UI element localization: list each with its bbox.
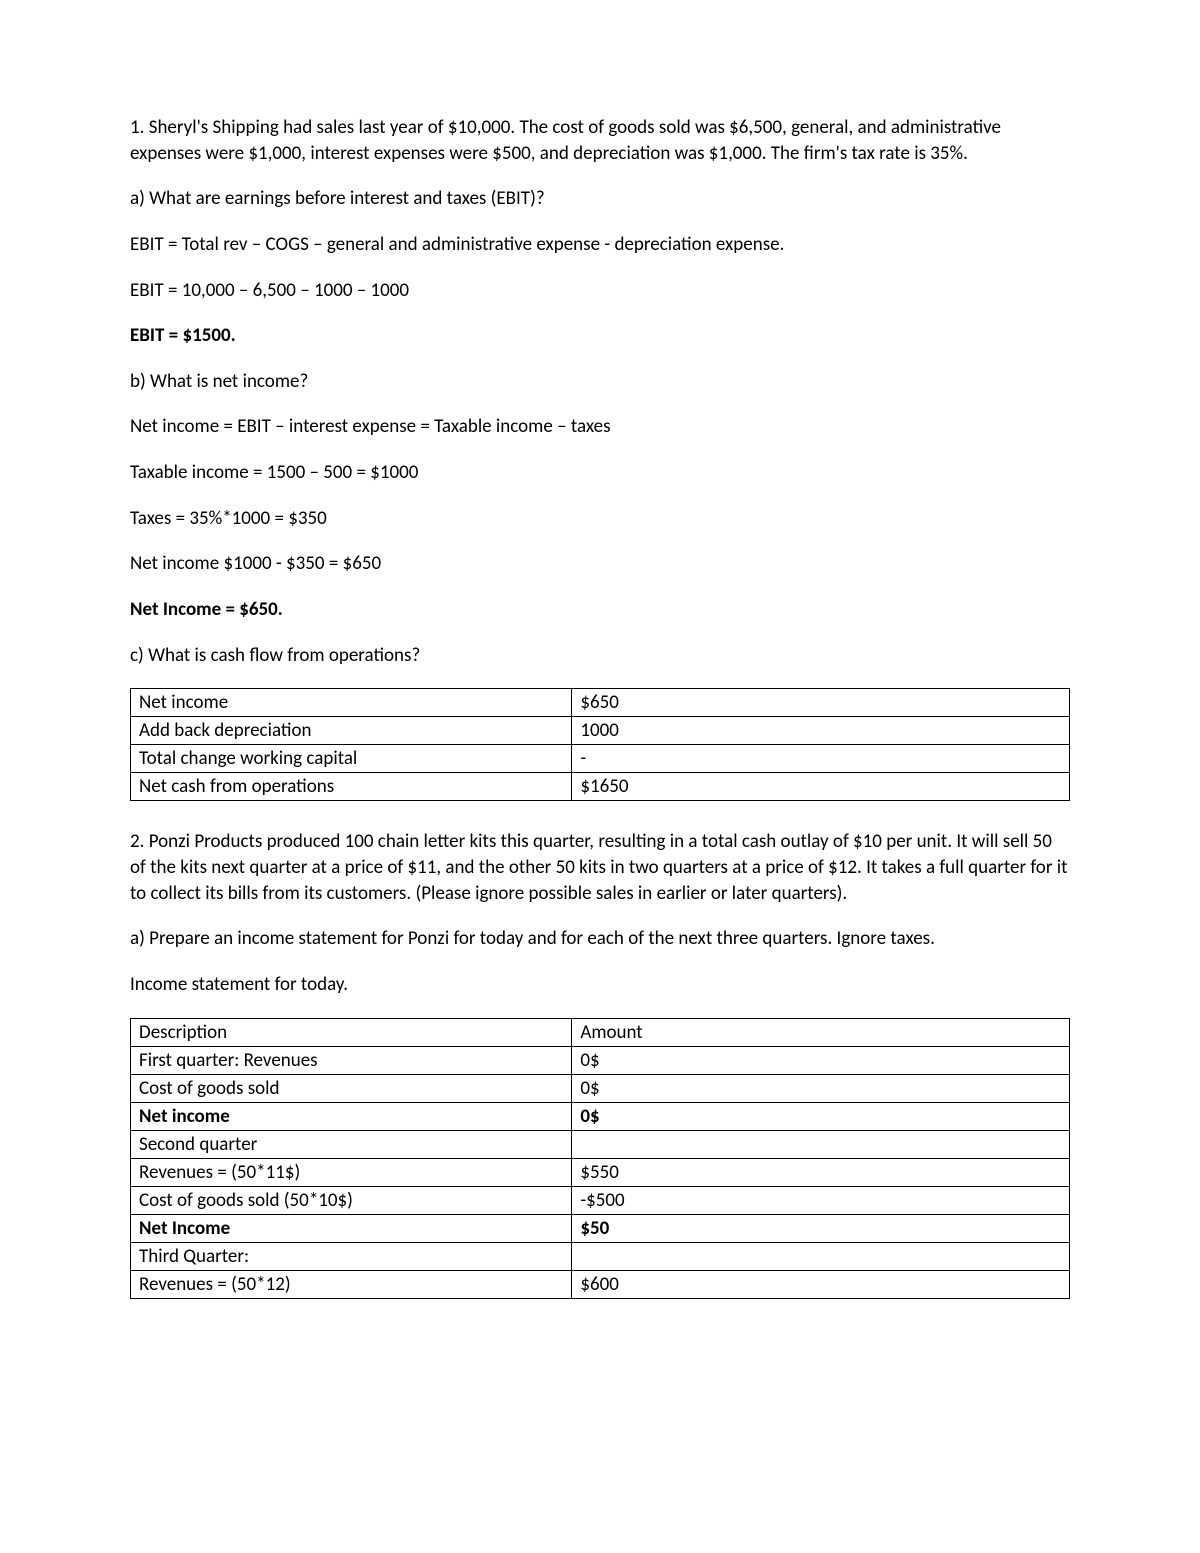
table-row: Net income$650 bbox=[131, 689, 1070, 717]
table-cell-label: Add back depreciation bbox=[131, 717, 572, 745]
table-cell-description: First quarter: Revenues bbox=[131, 1046, 572, 1074]
table-cell-description: Third Quarter: bbox=[131, 1242, 572, 1270]
table-row: Net income0$ bbox=[131, 1102, 1070, 1130]
table-cell-description: Cost of goods sold bbox=[131, 1074, 572, 1102]
table-cell-amount: Amount bbox=[572, 1018, 1070, 1046]
table-cell-amount: 0$ bbox=[572, 1102, 1070, 1130]
table-cell-label: Net cash from operations bbox=[131, 773, 572, 801]
q1b-result: Net Income = $650. bbox=[130, 597, 1070, 623]
q1b-line2: Taxes = 35%*1000 = $350 bbox=[130, 506, 1070, 532]
table-row: Add back depreciation1000 bbox=[131, 717, 1070, 745]
table-cell-value: $650 bbox=[572, 689, 1070, 717]
table-cell-label: Net income bbox=[131, 689, 572, 717]
table-cell-amount bbox=[572, 1242, 1070, 1270]
table-cell-label: Total change working capital bbox=[131, 745, 572, 773]
q2-statement-label: Income statement for today. bbox=[130, 972, 1070, 998]
table-row: Cost of goods sold0$ bbox=[131, 1074, 1070, 1102]
q2-income-table: DescriptionAmountFirst quarter: Revenues… bbox=[130, 1018, 1070, 1299]
table-row: Revenues = (50*12)$600 bbox=[131, 1270, 1070, 1298]
table-cell-description: Revenues = (50*11$) bbox=[131, 1158, 572, 1186]
q1c-question: c) What is cash flow from operations? bbox=[130, 643, 1070, 669]
table-cell-value: $1650 bbox=[572, 773, 1070, 801]
q1a-calc: EBIT = 10,000 – 6,500 – 1000 – 1000 bbox=[130, 278, 1070, 304]
table-cell-amount: $50 bbox=[572, 1214, 1070, 1242]
table-row: First quarter: Revenues0$ bbox=[131, 1046, 1070, 1074]
table-row: Revenues = (50*11$)$550 bbox=[131, 1158, 1070, 1186]
table-cell-amount bbox=[572, 1130, 1070, 1158]
q1b-line3: Net income $1000 - $350 = $650 bbox=[130, 551, 1070, 577]
q1a-formula: EBIT = Total rev – COGS – general and ad… bbox=[130, 232, 1070, 258]
table-cell-value: 1000 bbox=[572, 717, 1070, 745]
q1b-question: b) What is net income? bbox=[130, 369, 1070, 395]
q1b-formula: Net income = EBIT – interest expense = T… bbox=[130, 414, 1070, 440]
q1a-result: EBIT = $1500. bbox=[130, 323, 1070, 349]
q2a-question: a) Prepare an income statement for Ponzi… bbox=[130, 926, 1070, 952]
table-row: Cost of goods sold (50*10$)-$500 bbox=[131, 1186, 1070, 1214]
table-row: Third Quarter: bbox=[131, 1242, 1070, 1270]
q1b-line1: Taxable income = 1500 – 500 = $1000 bbox=[130, 460, 1070, 486]
q1c-cashflow-table: Net income$650Add back depreciation1000T… bbox=[130, 688, 1070, 801]
table-row: DescriptionAmount bbox=[131, 1018, 1070, 1046]
table-cell-amount: $600 bbox=[572, 1270, 1070, 1298]
table-cell-description: Revenues = (50*12) bbox=[131, 1270, 572, 1298]
table-row: Second quarter bbox=[131, 1130, 1070, 1158]
table-cell-description: Description bbox=[131, 1018, 572, 1046]
table-cell-description: Second quarter bbox=[131, 1130, 572, 1158]
q1a-question: a) What are earnings before interest and… bbox=[130, 186, 1070, 212]
table-cell-description: Net income bbox=[131, 1102, 572, 1130]
table-cell-amount: 0$ bbox=[572, 1074, 1070, 1102]
table-row: Net Income$50 bbox=[131, 1214, 1070, 1242]
table-row: Total change working capital- bbox=[131, 745, 1070, 773]
document-page: 1. Sheryl's Shipping had sales last year… bbox=[0, 0, 1200, 1553]
table-cell-description: Cost of goods sold (50*10$) bbox=[131, 1186, 572, 1214]
q2-intro: 2. Ponzi Products produced 100 chain let… bbox=[130, 829, 1070, 906]
table-cell-amount: $550 bbox=[572, 1158, 1070, 1186]
table-cell-amount: -$500 bbox=[572, 1186, 1070, 1214]
q1-intro: 1. Sheryl's Shipping had sales last year… bbox=[130, 115, 1070, 166]
table-cell-amount: 0$ bbox=[572, 1046, 1070, 1074]
table-row: Net cash from operations$1650 bbox=[131, 773, 1070, 801]
table-cell-description: Net Income bbox=[131, 1214, 572, 1242]
table-cell-value: - bbox=[572, 745, 1070, 773]
